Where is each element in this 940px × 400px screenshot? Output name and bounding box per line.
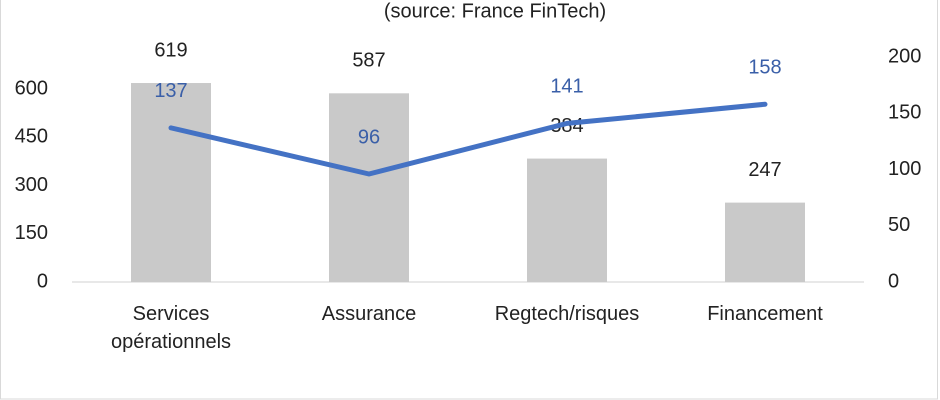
y2-tick-label: 200 — [888, 45, 921, 67]
bar-label: 587 — [352, 50, 385, 72]
y-tick-label: 0 — [37, 270, 48, 292]
x-tick-label: Assurance — [321, 303, 417, 325]
y-tick-label: 600 — [15, 77, 48, 99]
y-tick-label: 150 — [15, 222, 48, 244]
bar — [527, 158, 607, 282]
bar — [131, 83, 211, 283]
y2-tick-label: 0 — [888, 270, 899, 292]
line-label: 141 — [550, 76, 583, 98]
chart-subtitle: (source: France FinTech) — [384, 0, 606, 22]
line-label: 96 — [358, 126, 380, 148]
x-tick-label: Financement — [707, 303, 823, 325]
bar — [725, 202, 805, 282]
y-tick-label: 300 — [15, 174, 48, 196]
x-tick-label: Regtech/risques — [494, 303, 640, 325]
y-tick-label: 450 — [15, 126, 48, 148]
line-label: 137 — [154, 80, 187, 102]
y2-tick-label: 50 — [888, 214, 910, 236]
y2-tick-label: 150 — [888, 102, 921, 124]
bar-label: 247 — [748, 159, 781, 181]
x-tick-label: Services opérationnels — [110, 303, 232, 353]
bar-label: 619 — [154, 39, 187, 61]
bar — [329, 93, 409, 282]
line — [168, 101, 768, 177]
y2-tick-label: 100 — [888, 158, 921, 180]
line-label: 158 — [748, 57, 781, 79]
